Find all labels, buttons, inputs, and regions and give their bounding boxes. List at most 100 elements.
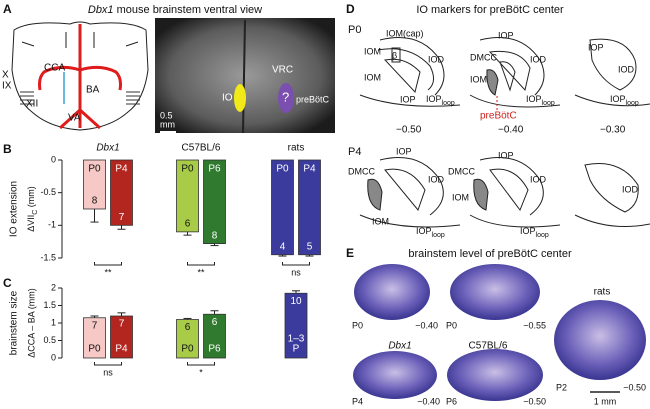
x-tick-label: P6	[208, 344, 221, 355]
bar	[176, 319, 199, 359]
significance-bracket	[94, 362, 122, 366]
label-sub: loop	[536, 232, 549, 239]
panel-label: B	[3, 142, 12, 156]
n-label: 6	[212, 317, 218, 328]
label-main: ΔVII	[26, 215, 36, 232]
panel-title: IO markers for preBötC center	[416, 4, 564, 16]
y-tick-label: 1.5	[43, 300, 56, 310]
bar	[298, 159, 321, 256]
title-part: Dbx1	[88, 4, 114, 16]
n-label: 4	[280, 241, 286, 252]
group-label: C57BL/6	[182, 143, 221, 154]
region-label: DMCC	[348, 166, 375, 176]
region-label: IOM	[452, 192, 469, 202]
age-label: P4	[348, 146, 361, 158]
level-label: −0.40	[415, 320, 438, 330]
significance-label: ns	[291, 267, 301, 277]
region-label: IOM(cap)	[386, 28, 424, 38]
panel-label: D	[346, 2, 355, 16]
y-tick-label: 2	[51, 282, 56, 292]
label-sub: C	[32, 210, 39, 215]
age-label: P0	[348, 24, 361, 36]
brainstem-schematic	[11, 21, 149, 131]
photo-label: VRC	[272, 65, 293, 76]
region-label: IOM	[364, 72, 381, 82]
n-label: 6	[185, 322, 191, 333]
label-main: IOP	[526, 94, 542, 104]
level-label: −0.40	[417, 396, 440, 406]
region-label: IOD	[530, 54, 547, 64]
significance-label: **	[104, 267, 112, 277]
bar	[83, 317, 106, 359]
significance-bracket	[187, 362, 215, 366]
diagram-label: BA	[86, 85, 100, 96]
region-label: IOD	[428, 54, 445, 64]
region-label: IOP	[498, 150, 514, 160]
scale-label: 1 mm	[594, 396, 617, 406]
n-label: 8	[212, 230, 218, 241]
level-label: −0.50	[623, 382, 646, 392]
title-part: mouse brainstem ventral view	[114, 4, 263, 16]
diagram-label: VA	[68, 113, 81, 124]
y-axis-label: ΔVIIC (mm)	[26, 186, 38, 232]
x-tick-label: 1–3	[288, 334, 305, 345]
y-tick-label: 0	[51, 154, 56, 164]
io-drawings	[359, 37, 650, 228]
region-label: IOPloop	[610, 94, 639, 106]
x-tick-label: P4	[115, 164, 128, 175]
diagram-label: CCA	[44, 63, 65, 74]
group-label: Dbx1	[96, 143, 119, 154]
y-axis-title: brainstem size	[9, 290, 20, 355]
n-label: 5	[307, 241, 313, 252]
significance-bracket	[94, 262, 122, 266]
significance-bracket	[187, 262, 215, 266]
y-axis-title: IO extension	[9, 181, 20, 237]
photo-label: preBötC	[296, 94, 330, 104]
age-label: P2	[556, 382, 567, 392]
label-main: IOP	[426, 94, 442, 104]
label-unit: (mm)	[26, 186, 36, 210]
region-label: IOPloop	[426, 94, 455, 106]
level-label: −0.55	[523, 320, 546, 330]
n-label: 7	[92, 320, 98, 331]
panel-title: brainstem level of preBötC center	[408, 248, 572, 260]
y-tick-label: 0.5	[43, 335, 56, 345]
significance-label: ns	[103, 367, 113, 377]
bar	[83, 159, 106, 210]
label-main: IOP	[416, 226, 432, 236]
region-label: IOD	[618, 64, 635, 74]
group-label: rats	[594, 287, 611, 298]
x-tick-label: P0	[88, 164, 101, 175]
significance-label: *	[199, 367, 203, 377]
brainstem-photo	[155, 18, 335, 134]
y-tick-label: -1	[48, 220, 56, 230]
panel-label: A	[3, 2, 12, 16]
region-label: IOPloop	[520, 226, 549, 238]
bar	[284, 292, 308, 359]
bar	[110, 159, 133, 226]
group-label: Dbx1	[388, 341, 411, 352]
bar	[203, 313, 226, 359]
region-label: IOPloop	[526, 94, 555, 106]
panel-title: Dbx1 mouse brainstem ventral view	[88, 4, 262, 16]
n-label: 10	[290, 296, 302, 307]
region-label: preBötC	[480, 111, 517, 122]
photo-label: IO	[222, 93, 233, 104]
bar	[203, 159, 226, 245]
y-tick-label: 1	[51, 317, 56, 327]
region-label: IOD	[428, 174, 445, 184]
region-label: DMCC	[470, 52, 497, 62]
bar	[176, 159, 199, 233]
level-label: −0.40	[498, 125, 524, 136]
group-label: rats	[288, 143, 305, 154]
level-label: −0.50	[523, 396, 546, 406]
region-label: IOP	[400, 94, 416, 104]
n-label: 7	[119, 319, 125, 330]
y-axis-label: ΔCCA – BA (mm)	[26, 288, 36, 358]
group-label: C57BL/6	[469, 341, 508, 352]
nissl-sections	[353, 264, 646, 401]
x-tick-label: P6	[208, 164, 221, 175]
x-tick-label: P0	[181, 164, 194, 175]
n-label: 8	[92, 196, 98, 207]
n-label: 7	[119, 212, 125, 223]
